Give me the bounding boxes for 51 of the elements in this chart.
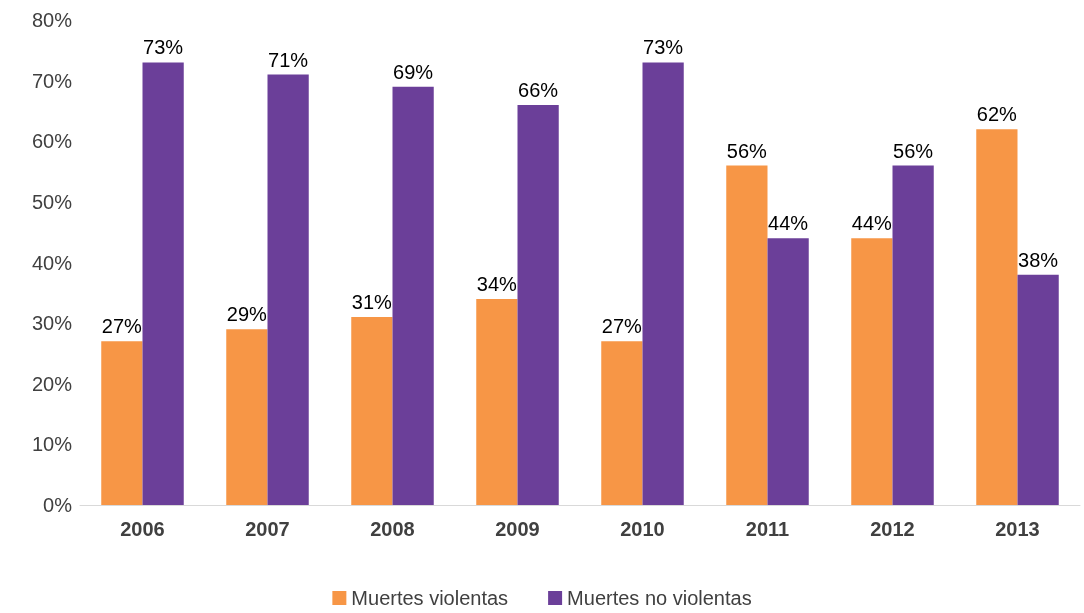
y-tick-label: 70% [31,69,73,92]
bar [142,62,184,505]
data-label: 73% [143,36,184,59]
x-tick-label: 2013 [995,518,1040,540]
data-label: 27% [601,315,643,338]
data-label: 29% [226,303,268,326]
data-label: 44% [768,212,809,235]
y-tick-label: 20% [31,372,73,395]
bar [1017,274,1059,505]
y-tick-label: 0% [43,494,73,516]
data-label: 34% [476,272,518,295]
x-tick-label: 2008 [370,518,415,540]
bar [892,165,934,505]
y-tick-label: 50% [31,190,73,213]
x-tick-label: 2007 [245,518,290,540]
data-label: 27% [101,315,143,338]
bar [976,129,1018,505]
data-label: 38% [1018,248,1059,271]
bar [767,238,809,505]
x-tick-label: 2012 [870,518,915,540]
data-label: 44% [851,212,893,235]
bar [517,104,559,505]
x-tick-label: 2010 [620,518,665,540]
data-label: 31% [351,291,393,314]
bar [226,329,268,505]
y-tick-label: 60% [31,130,73,153]
data-label: 66% [518,78,559,101]
legend-label: Muertes no violentas [567,587,752,609]
bar [392,86,434,505]
bar [351,317,393,505]
y-tick-label: 80% [31,9,73,31]
bar [601,341,643,505]
x-tick-label: 2006 [120,518,165,540]
bar [851,238,893,505]
bar [267,74,309,505]
data-label: 62% [976,103,1018,126]
y-tick-label: 40% [31,251,73,274]
data-label: 71% [268,48,309,71]
bar [726,165,768,505]
x-tick-label: 2011 [745,518,790,540]
bar [476,298,518,505]
data-label: 56% [893,139,934,162]
legend-label: Muertes violentas [351,587,509,609]
data-label: 56% [726,139,768,162]
x-tick-label: 2009 [495,518,540,540]
bar [642,62,684,505]
y-tick-label: 10% [31,433,73,456]
bar [101,341,143,505]
y-tick-label: 30% [31,312,73,335]
data-label: 69% [393,60,434,83]
data-label: 73% [643,36,684,59]
